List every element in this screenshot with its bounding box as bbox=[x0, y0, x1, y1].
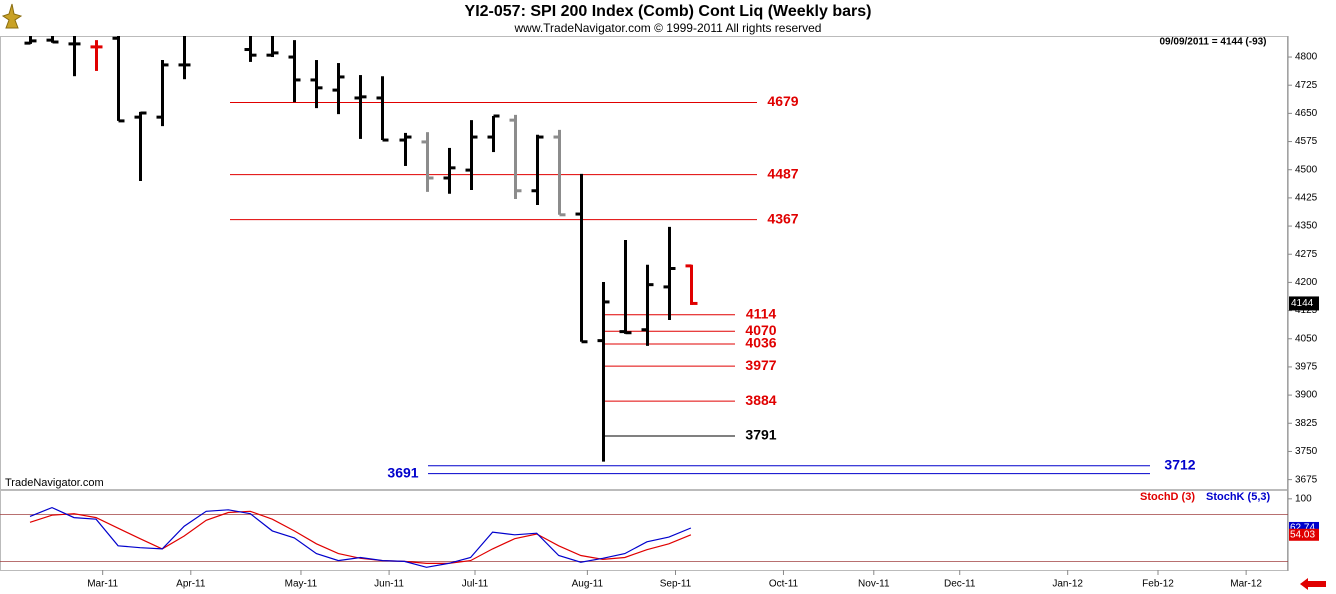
y-tick-label: 4800 bbox=[1295, 52, 1318, 63]
y-tick-label: 4725 bbox=[1295, 80, 1318, 91]
last-price-box bbox=[1289, 296, 1319, 311]
y-tick-label: 3675 bbox=[1295, 474, 1318, 485]
level-label: 3977 bbox=[745, 357, 776, 373]
x-tick-label: Aug-11 bbox=[572, 579, 604, 590]
source: TradeNavigator.com bbox=[5, 477, 104, 489]
x-tick-label: Oct-11 bbox=[769, 579, 799, 590]
last-price-label: 4144 bbox=[1291, 298, 1314, 309]
y-tick-label: 4125 bbox=[1295, 305, 1318, 316]
y-tick-label: 4500 bbox=[1295, 164, 1318, 175]
stoch-line bbox=[29, 510, 692, 564]
chart-subtitle: www.TradeNavigator.com © 1999-2011 All r… bbox=[514, 21, 822, 35]
stoch-plot bbox=[0, 506, 1288, 568]
y-tick-label: 3750 bbox=[1295, 446, 1318, 457]
x-tick-label: Nov-11 bbox=[858, 579, 890, 590]
y-tick-label: 3975 bbox=[1295, 362, 1318, 373]
x-tick-label: May-11 bbox=[285, 579, 318, 590]
value-label: 54.03 bbox=[1290, 529, 1315, 540]
y-tick-label: 4275 bbox=[1295, 249, 1318, 260]
x-tick-label: Apr-11 bbox=[176, 579, 206, 590]
value-label: 62.74 bbox=[1290, 523, 1315, 534]
level-label: 3712 bbox=[1164, 456, 1195, 472]
y-tick-label: 4200 bbox=[1295, 277, 1318, 288]
x-tick-label: Jul-11 bbox=[462, 579, 489, 590]
y-tick-label: 100 bbox=[1295, 493, 1312, 504]
chart-title: YI2-057: SPI 200 Index (Comb) Cont Liq (… bbox=[465, 3, 872, 20]
last-bar-info: 09/09/2011 = 4144 (-93) bbox=[1159, 37, 1266, 48]
x-tick-label: Dec-11 bbox=[944, 579, 976, 590]
y-tick-label: 3900 bbox=[1295, 390, 1318, 401]
level-label: 4487 bbox=[767, 165, 798, 181]
value-box bbox=[1289, 528, 1319, 541]
price-plot bbox=[24, 36, 1150, 475]
y-tick-label: 4650 bbox=[1295, 108, 1318, 119]
x-tick-label: Feb-12 bbox=[1142, 579, 1174, 590]
level-label: 3691 bbox=[387, 464, 418, 480]
x-tick-label: Mar-12 bbox=[1230, 579, 1262, 590]
level-label: 4070 bbox=[745, 322, 776, 338]
x-tick-label: Jun-11 bbox=[374, 579, 404, 590]
level-label: 4036 bbox=[745, 335, 776, 351]
x-tick-label: Sep-11 bbox=[660, 579, 692, 590]
y-tick-label: 4575 bbox=[1295, 136, 1318, 147]
y-tick-label: 4350 bbox=[1295, 221, 1318, 232]
logo bbox=[1, 3, 23, 29]
x-tick-label: Jan-12 bbox=[1052, 579, 1083, 590]
y-tick-label: 3825 bbox=[1295, 418, 1318, 429]
level-label: 3791 bbox=[745, 427, 776, 443]
level-label: 3884 bbox=[745, 392, 776, 408]
y-tick-label: 4425 bbox=[1295, 193, 1318, 204]
level-label: 4679 bbox=[767, 93, 798, 109]
y-tick-label: 4050 bbox=[1295, 333, 1318, 344]
stoch-line bbox=[29, 506, 692, 568]
x-tick-label: Mar-11 bbox=[87, 579, 118, 590]
legend-entry: StochK (5,3) bbox=[1206, 491, 1271, 503]
legend-entry: StochD (3) bbox=[1140, 491, 1195, 503]
level-label: 4114 bbox=[746, 305, 777, 321]
axes: 3675 3750 3825 3900 3975 4050 4125 4200 4275 4350… bbox=[87, 52, 1319, 590]
level-label: 4367 bbox=[767, 210, 798, 226]
scroll-arrow[interactable] bbox=[1300, 578, 1326, 590]
